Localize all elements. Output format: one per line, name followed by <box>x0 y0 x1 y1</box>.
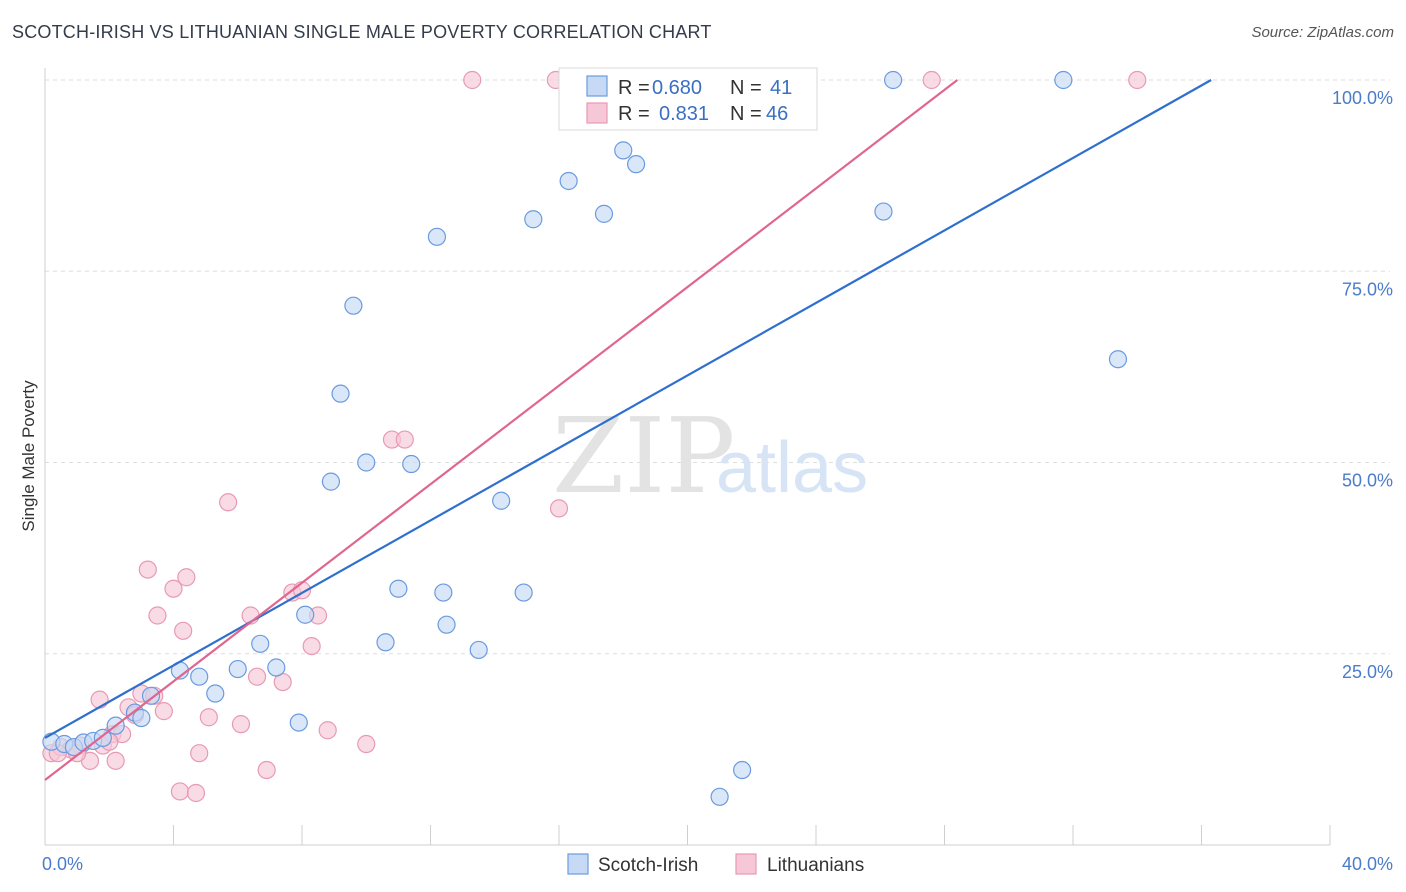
data-points <box>42 70 1147 806</box>
legend-r-label: R = <box>618 103 650 125</box>
point-scotch-irish-31 <box>524 210 543 229</box>
point-scotch-irish-19 <box>331 384 350 403</box>
axes <box>44 68 1331 846</box>
point-lithuanians-23 <box>199 708 218 727</box>
point-scotch-irish-11 <box>206 684 225 703</box>
point-lithuanians-18 <box>170 782 190 801</box>
chart-title: SCOTCH-IRISH VS LITHUANIAN SINGLE MALE P… <box>12 22 712 42</box>
point-scotch-irish-23 <box>402 454 421 474</box>
point-scotch-irish-27 <box>469 640 488 660</box>
point-lithuanians-25 <box>231 715 251 734</box>
point-lithuanians-16 <box>154 702 173 721</box>
bottom-legend-swatch-lithuanians <box>735 853 757 875</box>
point-lithuanians-19 <box>177 568 196 587</box>
point-scotch-irish-13 <box>228 659 247 679</box>
point-lithuanians-22 <box>190 744 209 763</box>
point-scotch-irish-10 <box>190 667 209 686</box>
legend-n-value: 41 <box>770 77 792 99</box>
legend-r-label: R = <box>618 77 650 99</box>
legend-r-value: 0.680 <box>652 77 702 99</box>
point-scotch-irish-28 <box>492 491 511 510</box>
point-scotch-irish-30 <box>427 227 447 246</box>
bottom-legend-label-lithuanians: Lithuanians <box>767 855 864 876</box>
trend-lines <box>44 79 1212 781</box>
trend-line-lithuanians <box>44 79 959 781</box>
point-lithuanians-42 <box>1128 70 1147 90</box>
trend-line-scotch-irish <box>44 79 1212 739</box>
point-lithuanians-20 <box>174 621 193 640</box>
point-scotch-irish-36 <box>874 202 893 221</box>
point-scotch-irish-25 <box>434 583 453 602</box>
point-lithuanians-8 <box>106 751 125 770</box>
point-scotch-irish-18 <box>321 472 341 491</box>
point-scotch-irish-26 <box>437 615 456 634</box>
point-scotch-irish-37 <box>883 70 903 90</box>
source-credit: Source: ZipAtlas.com <box>1251 24 1394 41</box>
y-tick-labels: 25.0% 50.0% 75.0% 100.0% <box>1332 88 1393 682</box>
grid-lines <box>45 79 1390 655</box>
point-lithuanians-38 <box>463 70 482 90</box>
point-scotch-irish-20 <box>344 296 363 315</box>
point-scotch-irish-38 <box>710 787 729 806</box>
point-lithuanians-34 <box>318 721 337 740</box>
point-scotch-irish-35 <box>626 155 646 174</box>
y-tick-label-2: 75.0% <box>1342 279 1393 299</box>
point-scotch-irish-32 <box>559 171 578 191</box>
point-lithuanians-14 <box>138 560 157 579</box>
y-tick-label-1: 50.0% <box>1342 471 1393 491</box>
x-tick-label-0: 0.0% <box>42 854 83 874</box>
point-scotch-irish-22 <box>376 633 395 652</box>
legend-swatch-scotch-irish <box>586 75 608 97</box>
point-scotch-irish-21 <box>357 453 376 472</box>
point-lithuanians-21 <box>186 783 206 803</box>
y-tick-label-3: 100.0% <box>1332 88 1393 108</box>
watermark: ZIP atlas <box>552 395 868 517</box>
point-lithuanians-32 <box>302 636 321 656</box>
point-lithuanians-24 <box>219 493 238 512</box>
y-axis-label: Single Male Poverty <box>19 380 38 532</box>
point-lithuanians-37 <box>395 430 414 449</box>
bottom-legend-swatch-scotch-irish <box>567 853 589 875</box>
bottom-legend: Scotch-Irish Lithuanians <box>567 853 864 876</box>
point-lithuanians-17 <box>164 579 183 598</box>
point-lithuanians-28 <box>257 760 276 780</box>
point-scotch-irish-24 <box>389 579 408 598</box>
point-scotch-irish-12 <box>132 708 151 728</box>
legend-n-label: N = <box>730 77 762 99</box>
x-tick-label-1: 40.0% <box>1342 854 1393 874</box>
legend: R = 0.680 N = 41 R = 0.831 N = 46 <box>558 67 818 131</box>
point-scotch-irish-41 <box>1108 350 1128 369</box>
point-scotch-irish-40 <box>1054 70 1073 90</box>
point-lithuanians-27 <box>247 667 267 686</box>
point-lithuanians-41 <box>922 70 941 90</box>
point-scotch-irish-15 <box>267 658 286 677</box>
watermark-atlas: atlas <box>716 428 868 508</box>
legend-swatch-lithuanians <box>586 102 608 124</box>
x-tick-labels: 0.0% 40.0% <box>42 854 1393 874</box>
point-scotch-irish-8 <box>141 686 161 705</box>
point-scotch-irish-14 <box>251 634 270 653</box>
point-scotch-irish-39 <box>733 760 752 780</box>
point-scotch-irish-17 <box>289 713 308 732</box>
point-scotch-irish-16 <box>296 605 315 624</box>
watermark-zip: ZIP <box>552 395 735 517</box>
legend-r-value: 0.831 <box>659 103 709 125</box>
point-lithuanians-40 <box>549 499 569 518</box>
legend-n-label: N = <box>730 103 762 125</box>
point-lithuanians-5 <box>90 690 109 709</box>
point-scotch-irish-29 <box>514 583 533 602</box>
y-tick-label-0: 25.0% <box>1342 662 1393 682</box>
point-scotch-irish-33 <box>594 204 614 223</box>
point-scotch-irish-34 <box>614 141 633 160</box>
point-lithuanians-35 <box>357 734 376 754</box>
legend-n-value: 46 <box>766 103 788 125</box>
bottom-legend-label-scotch-irish: Scotch-Irish <box>598 855 698 876</box>
point-lithuanians-15 <box>148 606 167 625</box>
